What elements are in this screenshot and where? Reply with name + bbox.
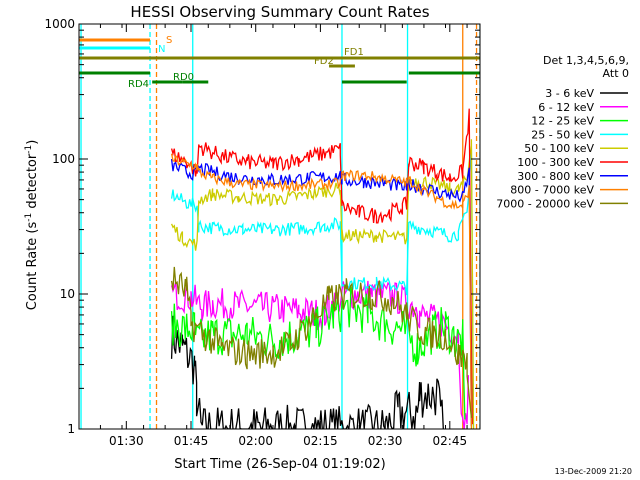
series-line-7 — [170, 153, 473, 429]
status-bar-label-2: FD1 — [344, 47, 364, 58]
series-line-3 — [170, 147, 475, 428]
y-tick-label-3: 1000 — [44, 17, 75, 31]
series-line-8 — [170, 266, 473, 418]
footer-timestamp: 13-Dec-2009 21:20 — [555, 467, 632, 476]
legend-label-6: 300 - 800 keV — [517, 170, 594, 183]
legend-label-3: 25 - 50 keV — [531, 128, 594, 141]
legend-header-line2: Att 0 — [603, 67, 629, 80]
x-tick-label-0: 01:30 — [109, 434, 144, 448]
y-axis-label-end: ) — [25, 140, 40, 145]
legend-label-4: 50 - 100 keV — [524, 142, 594, 155]
status-bar-label-6: RD0 — [173, 72, 194, 83]
series-line-5 — [170, 108, 473, 425]
y-axis: 1 10 100 1000 — [44, 17, 480, 436]
x-tick-label-5: 02:45 — [433, 434, 468, 448]
series-line-2 — [170, 286, 466, 420]
chart-title: HESSI Observing Summary Count Rates — [130, 3, 429, 21]
plot-frame — [78, 23, 481, 430]
legend-label-1: 6 - 12 keV — [538, 101, 594, 114]
legend-label-0: 3 - 6 keV — [545, 87, 594, 100]
legend-label-2: 12 - 25 keV — [531, 115, 594, 128]
series-line-6 — [170, 159, 473, 427]
plot-area: SN FD1 FD2 RD4 RD0 — [79, 24, 480, 429]
series-line-4 — [170, 139, 475, 429]
plot-content: SN FD1 FD2 RD4 RD0 — [79, 24, 480, 429]
series-line-0 — [170, 315, 444, 429]
y-axis-label-sup2: -1 — [24, 145, 34, 154]
x-tick-label-3: 02:15 — [303, 434, 338, 448]
legend-label-5: 100 - 300 keV — [517, 156, 594, 169]
x-axis: 01:30 01:45 02:00 02:15 02:30 02:45 — [99, 24, 468, 448]
y-axis-label: Count Rate (s-1 detector-1) — [24, 140, 40, 311]
y-tick-label-2: 100 — [52, 152, 75, 166]
y-tick-label-1: 10 — [60, 287, 75, 301]
y-axis-label-mid: detector — [25, 153, 40, 213]
x-tick-label-1: 01:45 — [174, 434, 209, 448]
y-axis-label-sup1: -1 — [24, 213, 34, 222]
legend-label-7: 800 - 7000 keV — [510, 184, 594, 197]
status-bar-label-0: S — [166, 35, 172, 46]
y-tick-label-0: 1 — [67, 422, 75, 436]
status-bar-label-1: N — [158, 44, 165, 55]
status-bar-label-3: FD2 — [314, 56, 334, 67]
legend-label-8: 7000 - 20000 keV — [496, 197, 594, 210]
y-axis-label-main: Count Rate (s — [25, 222, 40, 311]
legend-header-line1: Det 1,3,4,5,6,9, — [543, 54, 629, 67]
x-tick-label-4: 02:30 — [368, 434, 403, 448]
status-bar-label-5: RD4 — [128, 79, 149, 90]
x-axis-label: Start Time (26-Sep-04 01:19:02) — [174, 457, 385, 472]
x-tick-label-2: 02:00 — [238, 434, 273, 448]
